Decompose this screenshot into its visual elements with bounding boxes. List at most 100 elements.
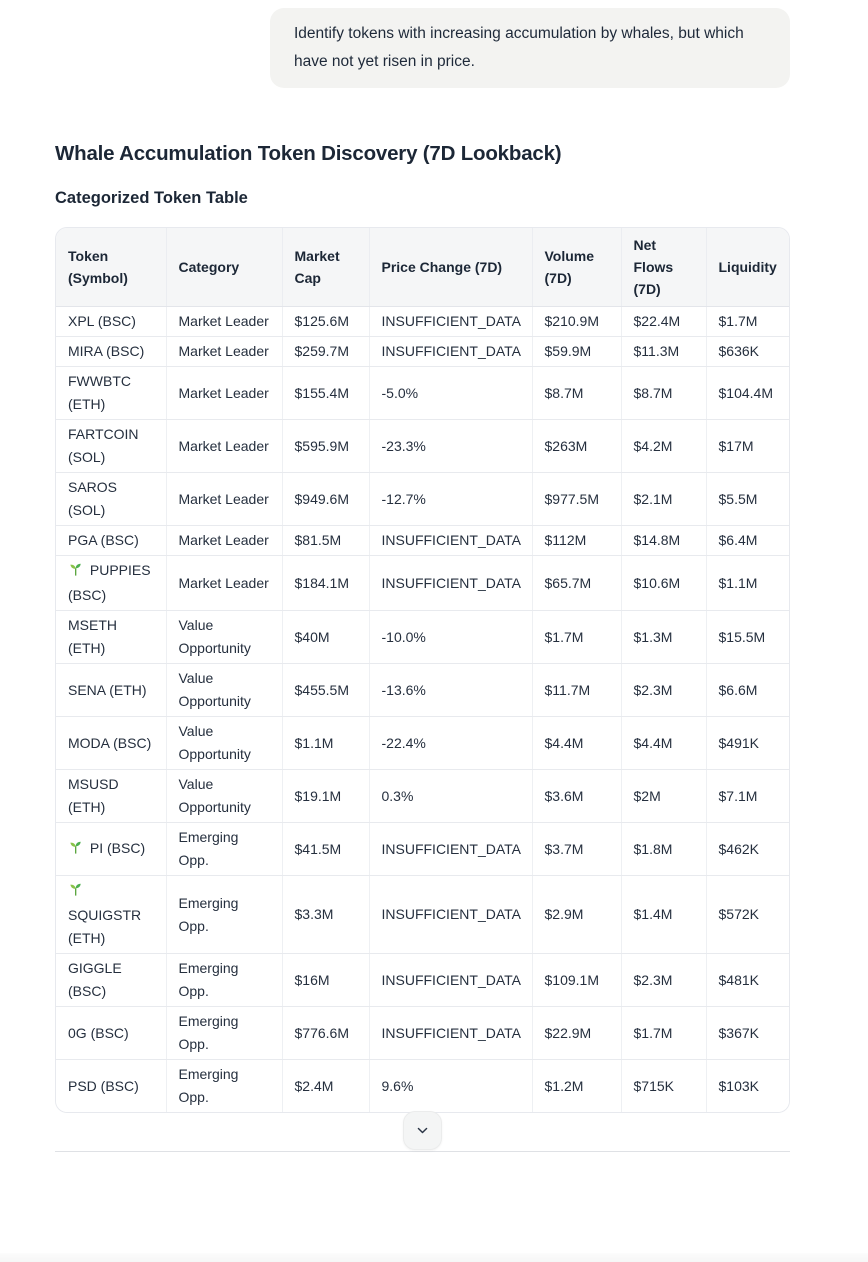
cell-price-change: INSUFFICIENT_DATA (369, 555, 533, 611)
cell-category: Market Leader (166, 419, 283, 473)
cell-category: Emerging Opp. (166, 953, 283, 1007)
cell-net-flows: $715K (621, 1059, 707, 1112)
expand-table-button[interactable] (403, 1111, 442, 1150)
seedling-icon (68, 839, 83, 862)
cell-net-flows: $10.6M (621, 555, 707, 611)
cell-volume: $1.7M (532, 610, 622, 664)
table-row: PGA (BSC) Market Leader $81.5M INSUFFICIENT… (56, 525, 789, 556)
cell-price-change: -13.6% (369, 663, 533, 717)
cell-net-flows: $2.3M (621, 663, 707, 717)
table-row: 0G (BSC) Emerging Opp. $776.6M INSUFFICIENT… (56, 1006, 789, 1060)
cell-token: PUPPIES (BSC) (56, 555, 167, 611)
table-row: XPL (BSC) Market Leader $125.6M INSUFFICIEN… (56, 306, 789, 337)
cell-net-flows: $1.4M (621, 875, 707, 954)
cell-category: Value Opportunity (166, 716, 283, 770)
cell-market-cap: $125.6M (282, 306, 370, 337)
cell-liquidity: $15.5M (706, 610, 789, 664)
cell-liquidity: $636K (706, 336, 789, 367)
user-message-bubble: Identify tokens with increasing accumula… (270, 8, 790, 88)
cell-liquidity: $104.4M (706, 366, 789, 420)
cell-market-cap: $16M (282, 953, 370, 1007)
cell-category: Emerging Opp. (166, 1006, 283, 1060)
cell-price-change: -5.0% (369, 366, 533, 420)
cell-token: MSETH (ETH) (56, 610, 167, 664)
cell-category: Value Opportunity (166, 663, 283, 717)
cell-category: Value Opportunity (166, 610, 283, 664)
cell-net-flows: $14.8M (621, 525, 707, 556)
column-header: Net Flows (7D) (621, 228, 707, 307)
table-header: Token (Symbol) Category Market Cap Price Ch… (56, 228, 789, 307)
cell-market-cap: $455.5M (282, 663, 370, 717)
cell-token: MIRA (BSC) (56, 336, 167, 367)
cell-volume: $22.9M (532, 1006, 622, 1060)
cell-token: XPL (BSC) (56, 306, 167, 337)
cell-net-flows: $1.8M (621, 822, 707, 876)
chevron-down-icon (416, 1124, 429, 1137)
cell-volume: $3.7M (532, 822, 622, 876)
cell-category: Market Leader (166, 555, 283, 611)
cell-liquidity: $17M (706, 419, 789, 473)
cell-price-change: INSUFFICIENT_DATA (369, 875, 533, 954)
table-row: FWWBTC (ETH) Market Leader $155.4M -5.0% $8.… (56, 366, 789, 420)
cell-token: GIGGLE (BSC) (56, 953, 167, 1007)
table-row: PSD (BSC) Emerging Opp. $2.4M 9.6% $1.2M $715… (56, 1059, 789, 1112)
cell-net-flows: $1.3M (621, 610, 707, 664)
bottom-bar (0, 1253, 868, 1262)
cell-volume: $4.4M (532, 716, 622, 770)
cell-token: MODA (BSC) (56, 716, 167, 770)
section-subtitle: Categorized Token Table (55, 189, 248, 207)
cell-market-cap: $3.3M (282, 875, 370, 954)
cell-token: FARTCOIN (SOL) (56, 419, 167, 473)
column-header: Token (Symbol) (56, 228, 167, 307)
table-row: MODA (BSC) Value Opportunity $1.1M -22.4% $4… (56, 716, 789, 770)
cell-price-change: -23.3% (369, 419, 533, 473)
cell-market-cap: $2.4M (282, 1059, 370, 1112)
cell-volume: $210.9M (532, 306, 622, 337)
cell-net-flows: $4.4M (621, 716, 707, 770)
cell-price-change: INSUFFICIENT_DATA (369, 1006, 533, 1060)
table-row: SENA (ETH) Value Opportunity $455.5M -13.6%… (56, 663, 789, 717)
cell-token: SQUIGSTR (ETH) (56, 875, 167, 954)
cell-liquidity: $5.5M (706, 472, 789, 526)
cell-price-change: INSUFFICIENT_DATA (369, 306, 533, 337)
cell-liquidity: $491K (706, 716, 789, 770)
cell-market-cap: $259.7M (282, 336, 370, 367)
cell-token: SENA (ETH) (56, 663, 167, 717)
cell-category: Market Leader (166, 336, 283, 367)
cell-category: Market Leader (166, 306, 283, 337)
seedling-icon (68, 561, 83, 584)
cell-category: Market Leader (166, 472, 283, 526)
table-row: PI (BSC) Emerging Opp. $41.5M INSUFFICIENT_… (56, 822, 789, 876)
cell-net-flows: $4.2M (621, 419, 707, 473)
cell-price-change: INSUFFICIENT_DATA (369, 336, 533, 367)
table-row: SQUIGSTR (ETH) Emerging Opp. $3.3M INSUFFIC… (56, 875, 789, 954)
cell-liquidity: $462K (706, 822, 789, 876)
cell-market-cap: $776.6M (282, 1006, 370, 1060)
table-header-row: Token (Symbol) Category Market Cap Price Ch… (56, 228, 789, 307)
cell-price-change: INSUFFICIENT_DATA (369, 822, 533, 876)
cell-category: Value Opportunity (166, 769, 283, 823)
cell-category: Emerging Opp. (166, 822, 283, 876)
cell-price-change: -12.7% (369, 472, 533, 526)
column-header: Liquidity (706, 228, 789, 307)
cell-liquidity: $367K (706, 1006, 789, 1060)
cell-market-cap: $595.9M (282, 419, 370, 473)
token-table: Token (Symbol) Category Market Cap Price Ch… (56, 228, 789, 1112)
cell-category: Market Leader (166, 525, 283, 556)
cell-net-flows: $1.7M (621, 1006, 707, 1060)
cell-token: PGA (BSC) (56, 525, 167, 556)
table-row: GIGGLE (BSC) Emerging Opp. $16M INSUFFICIEN… (56, 953, 789, 1007)
cell-price-change: 0.3% (369, 769, 533, 823)
seedling-icon (68, 881, 83, 904)
cell-token: PSD (BSC) (56, 1059, 167, 1112)
chat-content: Identify tokens with increasing accumula… (55, 8, 790, 1152)
table-row: PUPPIES (BSC) Market Leader $184.1M INSUFFI… (56, 555, 789, 611)
cell-net-flows: $2M (621, 769, 707, 823)
cell-liquidity: $481K (706, 953, 789, 1007)
cell-market-cap: $41.5M (282, 822, 370, 876)
cell-net-flows: $8.7M (621, 366, 707, 420)
cell-market-cap: $1.1M (282, 716, 370, 770)
user-message-text: Identify tokens with increasing accumula… (294, 25, 744, 70)
cell-price-change: INSUFFICIENT_DATA (369, 953, 533, 1007)
cell-price-change: 9.6% (369, 1059, 533, 1112)
